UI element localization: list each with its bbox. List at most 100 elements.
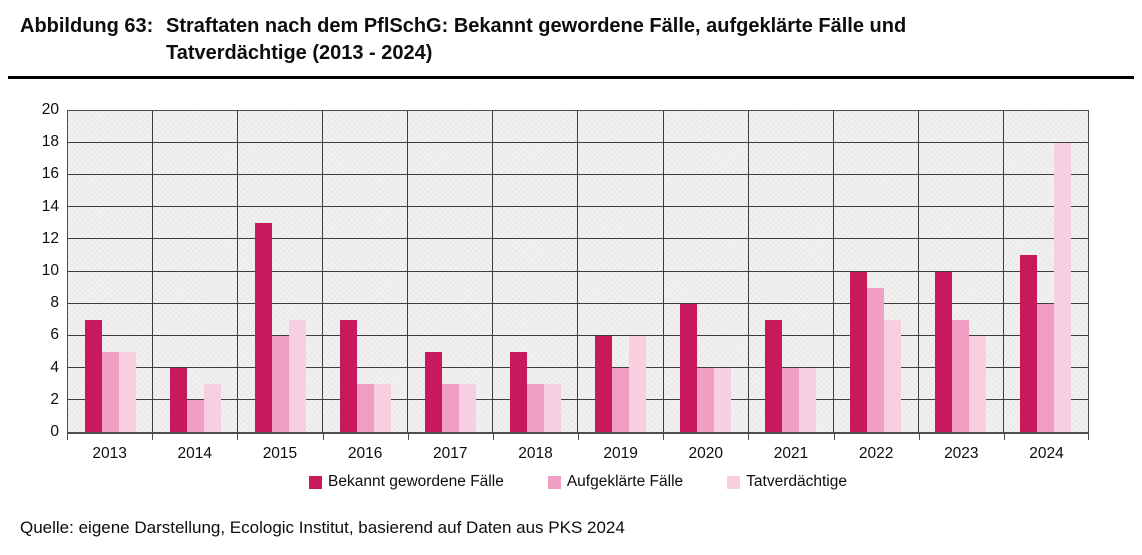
- bar-2023-series2: [952, 319, 970, 432]
- x-category-label-2022: 2022: [858, 445, 894, 462]
- bar-2023-series1: [935, 271, 953, 432]
- bar-2017-series2: [441, 383, 459, 432]
- x-category-label-2015: 2015: [262, 445, 298, 462]
- y-tick-label-20: 20: [41, 101, 59, 118]
- bar-group-2018: [493, 111, 579, 432]
- bar-2019-series2: [612, 367, 629, 432]
- x-category-label-2024: 2024: [1029, 445, 1064, 462]
- bar-2018-series1: [509, 351, 527, 432]
- bar-groups: [68, 111, 1088, 432]
- figure-title-line-1: Straftaten nach dem PflSchG: Bekannt gew…: [166, 15, 907, 37]
- bar-2015-series2: [271, 335, 289, 432]
- bar-group-2024: [1004, 111, 1088, 432]
- x-tick-0: [67, 434, 68, 440]
- bar-2017-series1: [424, 351, 442, 432]
- x-category-label-2014: 2014: [177, 445, 212, 462]
- x-tick-2: [237, 434, 239, 440]
- x-category-label-2018: 2018: [518, 445, 553, 462]
- y-tick-label-14: 14: [41, 197, 59, 215]
- x-tick-1: [152, 434, 154, 440]
- plot-area: [67, 110, 1089, 434]
- legend-label: Aufgeklärte Fälle: [566, 473, 684, 490]
- bar-2014-series1: [169, 367, 187, 432]
- bar-2024-series3: [1054, 143, 1072, 432]
- bar-2013-series2: [101, 351, 119, 432]
- x-tick-9: [833, 434, 835, 440]
- bar-2018-series3: [543, 383, 561, 432]
- bar-2017-series3: [458, 383, 476, 432]
- x-category-label-2016: 2016: [347, 445, 383, 462]
- y-tick-label-4: 4: [50, 358, 59, 376]
- y-tick-label-0: 0: [50, 423, 59, 440]
- bar-2015-series1: [254, 223, 272, 432]
- legend-item-2: Aufgeklärte Fälle: [547, 473, 684, 491]
- bar-group-2020: [664, 111, 749, 432]
- bar-2021-series3: [799, 367, 817, 432]
- x-category-label-2013: 2013: [92, 445, 127, 462]
- legend-swatch-icon: [727, 475, 741, 489]
- bar-2022-series1: [850, 271, 868, 432]
- legend-swatch-icon: [309, 475, 323, 489]
- legend-label: Bekannt gewordene Fälle: [328, 473, 504, 490]
- x-tick-11: [1003, 434, 1005, 440]
- bar-group-2016: [323, 111, 409, 432]
- x-tick-7: [663, 434, 665, 440]
- y-tick-label-2: 2: [50, 390, 59, 408]
- bar-2016-series2: [356, 383, 374, 432]
- y-tick-label-10: 10: [41, 262, 59, 279]
- x-tick-3: [322, 434, 324, 440]
- figure-title: Abbildung 63: Straftaten nach dem PflSch…: [20, 13, 1130, 67]
- bar-group-2014: [153, 111, 239, 432]
- figure-number-label: Abbildung 63:: [20, 15, 154, 37]
- bar-group-2023: [919, 111, 1004, 432]
- x-tick-10: [918, 434, 920, 440]
- bar-2014-series3: [203, 383, 221, 432]
- x-category-label-2023: 2023: [944, 445, 979, 462]
- bar-2014-series2: [186, 399, 204, 432]
- figure-title-text: Straftaten nach dem PflSchG: Bekannt gew…: [166, 13, 1130, 67]
- title-divider-rule: [8, 76, 1134, 79]
- bar-2022-series3: [884, 319, 902, 432]
- bar-2022-series2: [867, 287, 885, 432]
- bar-2013-series3: [118, 351, 136, 432]
- bar-group-2017: [408, 111, 494, 432]
- bar-2024-series2: [1037, 303, 1055, 432]
- bar-2023-series3: [969, 335, 987, 432]
- x-category-label-2021: 2021: [773, 445, 809, 462]
- bar-2013-series1: [84, 319, 102, 432]
- y-tick-label-6: 6: [50, 326, 59, 344]
- source-caption: Quelle: eigene Darstellung, Ecologic Ins…: [20, 518, 625, 537]
- y-axis: 0 2 4 6 8 10 12 14 16 18 20: [0, 0, 59, 555]
- y-tick-label-18: 18: [41, 133, 59, 151]
- x-tick-4: [407, 434, 409, 440]
- legend-label: Tatverdächtige: [746, 473, 847, 490]
- x-category-label-2017: 2017: [433, 445, 468, 462]
- bar-group-2019: [578, 111, 664, 432]
- x-tick-6: [578, 434, 579, 440]
- x-tick-5: [492, 434, 494, 440]
- figure-title-line-2: Tatverdächtige (2013 - 2024): [166, 42, 433, 64]
- bar-2016-series1: [339, 319, 357, 432]
- bar-2020-series1: [680, 303, 698, 432]
- bar-2021-series1: [765, 319, 783, 432]
- x-tick-12: [1088, 434, 1089, 440]
- x-axis-ticks: [67, 434, 1089, 441]
- bar-2021-series2: [782, 367, 800, 432]
- bar-2016-series3: [373, 383, 391, 432]
- x-tick-8: [748, 434, 750, 440]
- y-tick-label-16: 16: [41, 165, 59, 183]
- legend-swatch-icon: [547, 475, 561, 489]
- bar-2019-series1: [595, 335, 612, 432]
- bar-2015-series3: [288, 319, 306, 432]
- y-tick-label-12: 12: [41, 229, 59, 247]
- bar-group-2022: [834, 111, 919, 432]
- bar-2020-series2: [697, 367, 715, 432]
- x-category-label-2019: 2019: [603, 445, 638, 462]
- x-axis: 2013 2014 2015 2016 2017 2018 2019 2020 2021 2022…: [67, 445, 1089, 463]
- bar-group-2015: [238, 111, 324, 432]
- bar-2020-series3: [714, 367, 732, 432]
- legend-item-1: Bekannt gewordene Fälle: [309, 473, 504, 491]
- x-category-label-2020: 2020: [688, 445, 724, 462]
- y-tick-label-8: 8: [50, 294, 59, 312]
- bar-group-2021: [749, 111, 834, 432]
